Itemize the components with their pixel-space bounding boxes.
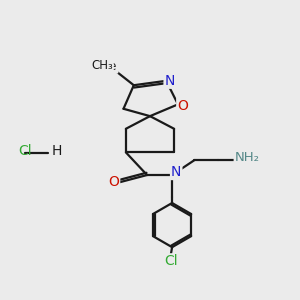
Text: Cl: Cl [18,145,32,158]
Text: NH₂: NH₂ [235,151,260,164]
Text: N: N [164,74,175,88]
Text: Cl: Cl [164,254,177,268]
Text: O: O [177,99,188,113]
Text: N: N [171,165,181,179]
Text: O: O [108,176,119,189]
Text: H: H [51,145,62,158]
Text: CH₃: CH₃ [92,59,113,72]
Text: Me: Me [100,60,118,73]
